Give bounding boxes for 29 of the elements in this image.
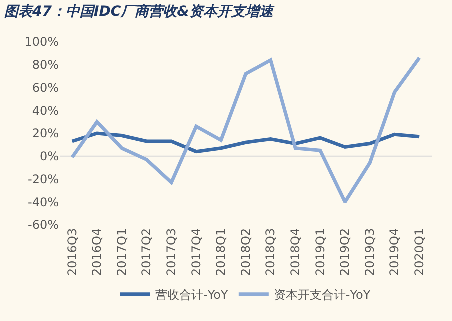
line-series bbox=[70, 56, 422, 204]
x-tick-label: 2016Q4 bbox=[90, 228, 104, 276]
y-tick-label: 100% bbox=[24, 35, 59, 50]
x-tick-label: 2018Q4 bbox=[288, 228, 302, 276]
x-tick-label: 2019Q2 bbox=[338, 228, 352, 276]
x-tick-label: 2016Q3 bbox=[65, 228, 80, 276]
y-tick-label: 20% bbox=[32, 126, 59, 141]
x-tick-label: 2019Q3 bbox=[362, 228, 377, 276]
legend-label: 营收合计-YoY bbox=[156, 288, 229, 302]
x-tick-label: 2020Q1 bbox=[412, 228, 426, 276]
x-tick-label: 2019Q4 bbox=[388, 228, 402, 276]
x-tick-label: 2018Q3 bbox=[264, 228, 278, 276]
y-tick-label: -40% bbox=[28, 195, 59, 210]
line-series bbox=[70, 132, 422, 154]
legend-label: 资本开支合计-YoY bbox=[274, 288, 372, 302]
y-tick-label: 80% bbox=[32, 58, 59, 72]
y-tick-label: -60% bbox=[28, 218, 59, 232]
x-tick-label: 2017Q3 bbox=[164, 228, 178, 276]
x-tick-label: 2017Q4 bbox=[189, 228, 204, 276]
x-tick-label: 2018Q2 bbox=[238, 228, 253, 276]
x-tick-label: 2017Q1 bbox=[114, 228, 129, 276]
y-tick-label: 0% bbox=[40, 150, 59, 164]
chart-title: 图表47：中国IDC厂商营收&资本开支增速 bbox=[4, 3, 276, 20]
y-tick-label: -20% bbox=[28, 172, 59, 186]
y-tick-label: 60% bbox=[32, 80, 59, 95]
x-tick-label: 2018Q1 bbox=[214, 228, 228, 276]
x-tick-label: 2017Q2 bbox=[140, 228, 154, 276]
x-tick-label: 2019Q1 bbox=[313, 228, 328, 276]
y-tick-label: 40% bbox=[32, 104, 59, 118]
